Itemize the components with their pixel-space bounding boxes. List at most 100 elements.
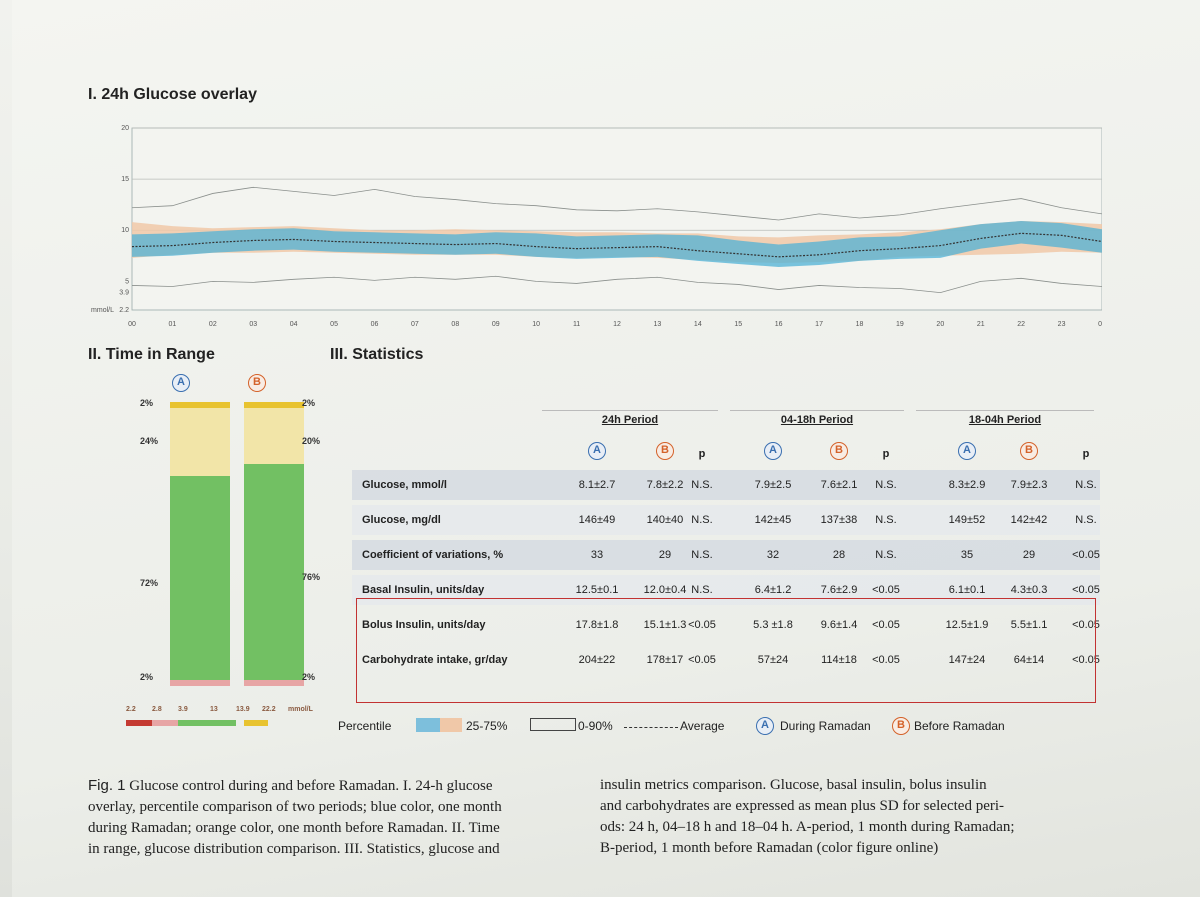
table-row: Coefficient of variations, % 33 29 N.S. 32 28…: [352, 540, 1100, 570]
table-cell: 12.0±0.4: [643, 584, 687, 596]
col-header-b: B: [830, 442, 848, 460]
table-row: Basal Insulin, units/day 12.5±0.1 12.0±0.4…: [352, 575, 1100, 605]
x-tick-label: 17: [815, 321, 823, 328]
overlay-grid: [131, 127, 1102, 311]
table-row: Glucose, mmol/l 8.1±2.7 7.8±2.2 N.S. 7.9±2.5…: [352, 470, 1100, 500]
table-cell: 6.4±1.2: [754, 584, 792, 596]
tir-scale-swatch: [244, 720, 268, 726]
table-cell: 7.9±2.5: [754, 479, 792, 491]
x-tick-label: 03: [249, 321, 257, 328]
table-row: Glucose, mg/dl 146±49 140±40 N.S. 142±45 137±…: [352, 505, 1100, 535]
x-tick-label: 08: [451, 321, 459, 328]
overlay-bands: [132, 221, 1102, 268]
table-cell: 140±40: [646, 514, 684, 526]
table-cell: 8.1±2.7: [578, 479, 616, 491]
table-cell: N.S.: [691, 584, 713, 596]
caption-line: insulin metrics comparison. Glucose, bas…: [600, 777, 987, 793]
row-label: Coefficient of variations, %: [362, 549, 504, 561]
x-tick-label: 01: [169, 321, 177, 328]
caption-line: ods: 24 h, 04–18 h and 18–04 h. A-period…: [600, 819, 1015, 835]
legend-iqr-swatch-a: [416, 718, 440, 732]
table-cell: N.S.: [875, 479, 897, 491]
legend-iqr-label: 25-75%: [466, 719, 508, 733]
x-tick-label: 02: [209, 321, 217, 328]
tir-label: 2%: [140, 398, 154, 408]
legend-percentile-label: Percentile: [338, 719, 392, 733]
table-cell: 32: [766, 549, 780, 561]
tir-label: 2%: [302, 672, 316, 683]
x-tick-label: 00: [128, 321, 136, 328]
tir-scale-swatch: [152, 720, 178, 726]
caption-line: B-period, 1 month before Ramadan (color …: [600, 840, 939, 856]
x-tick-label: 11: [573, 321, 580, 328]
tir-a-marker: A: [172, 374, 190, 392]
table-cell: 29: [1022, 549, 1036, 561]
row-label: Bolus Insulin, units/day: [362, 619, 486, 631]
y-tick-label: 15: [121, 176, 129, 183]
y-tick-label: 2.2: [119, 307, 129, 314]
tir-segment-A-low: [170, 680, 230, 686]
p-header: p: [882, 448, 890, 460]
tir-label: 72%: [140, 578, 159, 589]
table-cell: 5.5±1.1: [1010, 619, 1048, 631]
table-cell: 114±18: [821, 654, 857, 666]
tir-segment-A-high: [170, 407, 230, 476]
table-cell: <0.05: [872, 584, 900, 596]
legend-b-label: Before Ramadan: [914, 719, 1005, 733]
col-header-a: A: [588, 442, 606, 460]
y-tick-label: 20: [121, 125, 129, 132]
row-label: Glucose, mmol/l: [362, 479, 447, 491]
tir-segment-B-top: [244, 402, 304, 408]
period-header: 04-18h Period: [780, 414, 854, 426]
overlay-y-ticks: 20 15 10 5 3.9 2.2 mmol/L: [91, 125, 129, 314]
x-tick-label: 20: [936, 321, 944, 328]
table-cell: N.S.: [691, 514, 713, 526]
table-cell: 204±22: [578, 654, 616, 666]
table-cell: 5.3 ±1.8: [753, 619, 793, 631]
table-cell: 146±49: [578, 514, 616, 526]
x-tick-label: 16: [775, 321, 783, 328]
tir-scale-swatch: [126, 720, 152, 726]
tir-scale-tick: 2.2: [126, 706, 136, 713]
x-tick-label: 14: [694, 321, 702, 328]
table-cell: 149±52: [948, 514, 986, 526]
table-cell: 29: [658, 549, 672, 561]
row-label: Glucose, mg/dl: [362, 514, 441, 526]
x-tick-label: 05: [330, 321, 338, 328]
overlay-x-ticks: 00 01 02 03 04 05 06 07 08 09 10 11 12 13 14 15 16 17 18 19…: [128, 321, 1102, 328]
table-row: Carbohydrate intake, gr/day 204±22 178±17 <…: [352, 645, 1100, 675]
x-tick-label: 13: [654, 321, 662, 328]
caption-line: and carbohydrates are expressed as mean …: [600, 798, 1005, 814]
y-tick-label: 10: [121, 227, 129, 234]
table-cell: 6.1±0.1: [948, 584, 986, 596]
table-row: Bolus Insulin, units/day 17.8±1.8 15.1±1.3…: [352, 610, 1100, 640]
glucose-overlay-chart: 20 15 10 5 3.9 2.2 mmol/L 00 01 02 03 04 05 06 07 08 09…: [91, 125, 1102, 328]
x-tick-label: 21: [977, 321, 985, 328]
tir-b-marker: B: [248, 374, 266, 392]
caption-column-2: insulin metrics comparison. Glucose, bas…: [600, 775, 1120, 859]
x-tick-label: 07: [411, 321, 419, 328]
x-tick-label: 22: [1017, 321, 1025, 328]
table-cell: N.S.: [875, 549, 897, 561]
p-header: p: [698, 448, 706, 460]
x-tick-label: 06: [371, 321, 379, 328]
table-cell: <0.05: [688, 654, 716, 666]
x-tick-label: 15: [734, 321, 742, 328]
tir-segment-B-range: [244, 464, 304, 681]
row-label: Carbohydrate intake, gr/day: [362, 654, 508, 666]
col-header-a: A: [764, 442, 782, 460]
tir-scale: 2.2 2.8 3.9 13 13.9 22.2 mmol/L: [126, 706, 326, 736]
period-rule: [730, 410, 904, 411]
y-tick-label: 3.9: [119, 290, 129, 297]
period-header: 18-04h Period: [968, 414, 1042, 426]
period-header: 24h Period: [601, 414, 659, 426]
table-cell: 178±17: [646, 654, 684, 666]
legend-outer-swatch: [530, 718, 576, 731]
tir-scale-swatch: [178, 720, 236, 726]
table-cell: 33: [590, 549, 604, 561]
table-cell: 7.8±2.2: [646, 479, 684, 491]
table-cell: 12.5±0.1: [575, 584, 619, 596]
table-cell: N.S.: [875, 514, 897, 526]
tir-scale-tick: 3.9: [178, 706, 188, 713]
